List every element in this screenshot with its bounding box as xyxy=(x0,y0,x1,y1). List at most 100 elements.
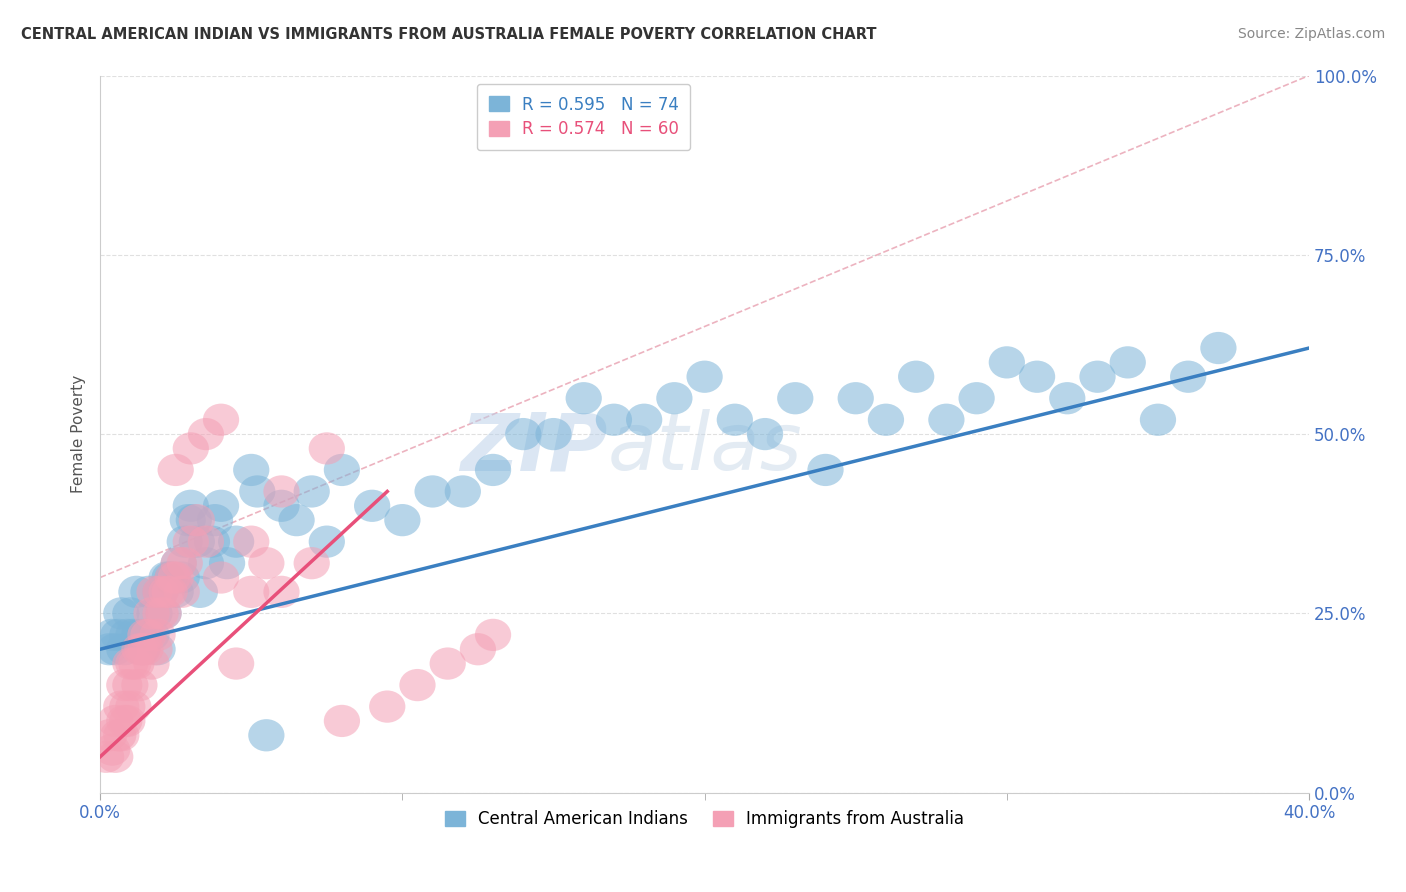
Text: CENTRAL AMERICAN INDIAN VS IMMIGRANTS FROM AUSTRALIA FEMALE POVERTY CORRELATION : CENTRAL AMERICAN INDIAN VS IMMIGRANTS FR… xyxy=(21,27,876,42)
Ellipse shape xyxy=(249,719,284,751)
Ellipse shape xyxy=(173,433,209,465)
Ellipse shape xyxy=(89,740,124,773)
Ellipse shape xyxy=(278,504,315,536)
Ellipse shape xyxy=(139,619,176,651)
Ellipse shape xyxy=(97,705,134,737)
Ellipse shape xyxy=(131,575,167,608)
Ellipse shape xyxy=(149,561,184,594)
Ellipse shape xyxy=(717,403,754,436)
Ellipse shape xyxy=(233,454,270,486)
Ellipse shape xyxy=(399,669,436,701)
Ellipse shape xyxy=(100,619,136,651)
Ellipse shape xyxy=(657,382,693,415)
Ellipse shape xyxy=(97,740,134,773)
Ellipse shape xyxy=(505,418,541,450)
Ellipse shape xyxy=(188,547,224,579)
Ellipse shape xyxy=(136,633,173,665)
Ellipse shape xyxy=(94,733,131,765)
Ellipse shape xyxy=(97,633,134,665)
Ellipse shape xyxy=(475,619,512,651)
Ellipse shape xyxy=(94,619,131,651)
Ellipse shape xyxy=(179,525,215,558)
Ellipse shape xyxy=(157,575,194,608)
Ellipse shape xyxy=(202,561,239,594)
Ellipse shape xyxy=(202,490,239,522)
Ellipse shape xyxy=(160,547,197,579)
Ellipse shape xyxy=(157,454,194,486)
Ellipse shape xyxy=(430,648,465,680)
Ellipse shape xyxy=(1140,403,1175,436)
Ellipse shape xyxy=(778,382,814,415)
Ellipse shape xyxy=(118,648,155,680)
Ellipse shape xyxy=(218,525,254,558)
Ellipse shape xyxy=(118,575,155,608)
Ellipse shape xyxy=(139,633,176,665)
Legend: Central American Indians, Immigrants from Australia: Central American Indians, Immigrants fro… xyxy=(439,803,972,835)
Ellipse shape xyxy=(218,648,254,680)
Ellipse shape xyxy=(134,619,170,651)
Ellipse shape xyxy=(115,690,152,723)
Ellipse shape xyxy=(142,575,179,608)
Ellipse shape xyxy=(142,575,179,608)
Ellipse shape xyxy=(536,418,572,450)
Ellipse shape xyxy=(103,690,139,723)
Ellipse shape xyxy=(838,382,875,415)
Ellipse shape xyxy=(103,598,139,630)
Ellipse shape xyxy=(233,575,270,608)
Ellipse shape xyxy=(152,575,188,608)
Ellipse shape xyxy=(124,633,160,665)
Ellipse shape xyxy=(959,382,995,415)
Ellipse shape xyxy=(928,403,965,436)
Ellipse shape xyxy=(263,475,299,508)
Ellipse shape xyxy=(107,633,142,665)
Ellipse shape xyxy=(157,561,194,594)
Ellipse shape xyxy=(128,619,163,651)
Ellipse shape xyxy=(868,403,904,436)
Ellipse shape xyxy=(91,633,128,665)
Ellipse shape xyxy=(167,547,202,579)
Ellipse shape xyxy=(128,633,163,665)
Text: ZIP: ZIP xyxy=(461,409,607,487)
Ellipse shape xyxy=(209,547,245,579)
Ellipse shape xyxy=(136,575,173,608)
Ellipse shape xyxy=(131,619,167,651)
Ellipse shape xyxy=(565,382,602,415)
Ellipse shape xyxy=(309,525,344,558)
Ellipse shape xyxy=(110,619,145,651)
Ellipse shape xyxy=(444,475,481,508)
Ellipse shape xyxy=(124,633,160,665)
Ellipse shape xyxy=(91,719,128,751)
Ellipse shape xyxy=(1170,360,1206,392)
Ellipse shape xyxy=(370,690,405,723)
Ellipse shape xyxy=(188,525,224,558)
Ellipse shape xyxy=(181,575,218,608)
Ellipse shape xyxy=(202,403,239,436)
Ellipse shape xyxy=(115,648,152,680)
Ellipse shape xyxy=(747,418,783,450)
Ellipse shape xyxy=(173,525,209,558)
Ellipse shape xyxy=(475,454,512,486)
Ellipse shape xyxy=(354,490,391,522)
Ellipse shape xyxy=(112,648,149,680)
Text: atlas: atlas xyxy=(607,409,803,487)
Ellipse shape xyxy=(121,619,157,651)
Ellipse shape xyxy=(807,454,844,486)
Ellipse shape xyxy=(384,504,420,536)
Ellipse shape xyxy=(1019,360,1054,392)
Ellipse shape xyxy=(1109,346,1146,378)
Ellipse shape xyxy=(249,547,284,579)
Ellipse shape xyxy=(233,525,270,558)
Ellipse shape xyxy=(155,561,191,594)
Ellipse shape xyxy=(107,705,142,737)
Ellipse shape xyxy=(596,403,633,436)
Ellipse shape xyxy=(294,547,330,579)
Ellipse shape xyxy=(112,598,149,630)
Ellipse shape xyxy=(173,490,209,522)
Ellipse shape xyxy=(323,454,360,486)
Ellipse shape xyxy=(170,504,205,536)
Ellipse shape xyxy=(1201,332,1236,364)
Ellipse shape xyxy=(309,433,344,465)
Ellipse shape xyxy=(149,575,184,608)
Ellipse shape xyxy=(121,669,157,701)
Ellipse shape xyxy=(1080,360,1115,392)
